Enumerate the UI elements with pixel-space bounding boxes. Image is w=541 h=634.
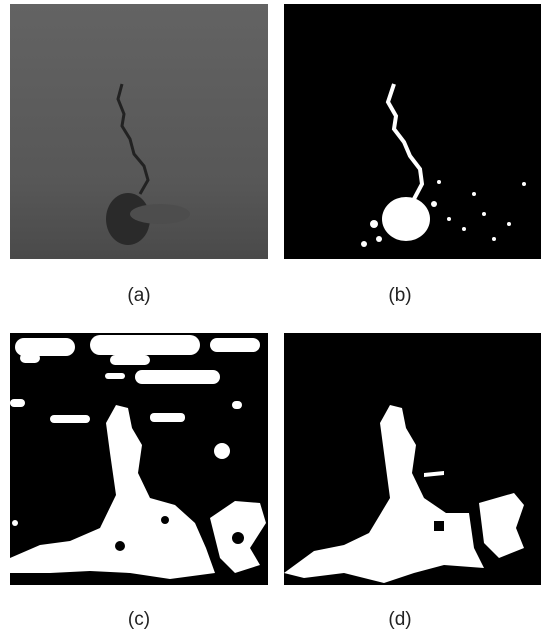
panel-label: (b) <box>388 285 411 306</box>
hole <box>434 521 444 531</box>
image-c <box>10 333 268 585</box>
page: {"panels": [{"label": "(a)"}, {"label": … <box>0 0 541 634</box>
panel-label: (a) <box>127 285 150 306</box>
panel-label: (d) <box>388 609 411 630</box>
image-d <box>284 333 541 585</box>
image-b <box>284 4 541 259</box>
figure: (a) (b) (c) (d) <box>0 0 541 634</box>
crack-blob <box>382 197 430 241</box>
panel-label: (c) <box>128 609 150 630</box>
image-a <box>10 4 268 259</box>
shadow <box>130 204 190 224</box>
